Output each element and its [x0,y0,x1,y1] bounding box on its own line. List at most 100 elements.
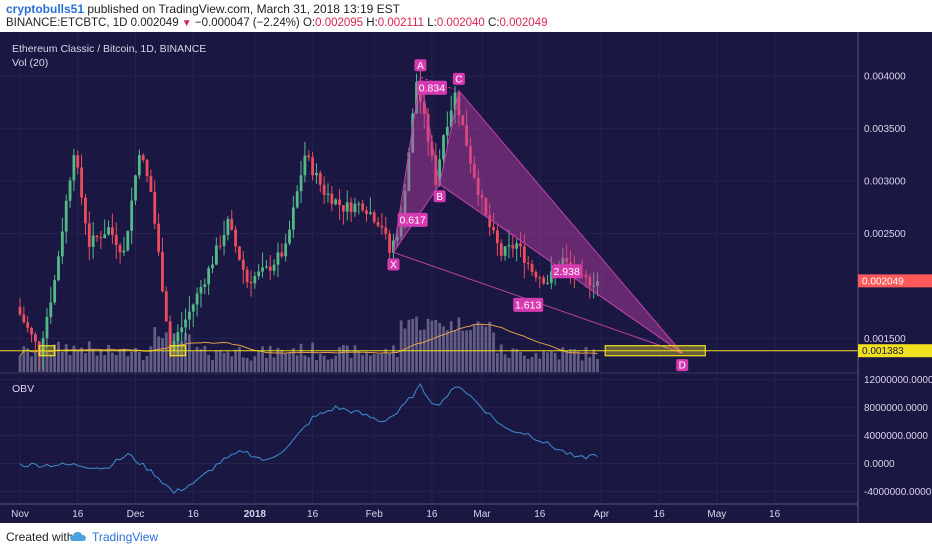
candle-body [411,113,415,153]
price-tick-label: 0.003500 [864,124,906,135]
candle-body [522,246,526,263]
volume-bar [149,346,153,372]
time-tick-label: Feb [366,509,384,520]
candle-body [322,184,326,195]
high-value: 0.002111 [377,17,425,29]
volume-bar [295,355,299,372]
volume-bar [49,354,53,372]
pattern-point-marker [452,72,465,85]
candle-body [488,215,492,227]
candle-body [257,271,261,277]
candles [18,71,599,371]
candle-body [57,256,60,281]
candle-body [515,243,519,249]
time-tick-label: 16 [426,509,438,520]
candle-body [372,212,376,223]
candle-body [469,146,472,164]
candle-body [326,193,330,195]
candle-body [484,197,488,216]
volume-bar [426,318,430,372]
volume-bar [22,346,26,372]
grid [0,32,858,504]
candle-body [137,155,141,176]
volume-bar [141,360,145,372]
volume-bar [122,348,126,372]
volume-bar [472,325,476,372]
support-price-tag-label: 0.001383 [862,346,904,357]
volume-bar [203,345,207,372]
volume-bar [546,352,549,372]
candle-body [465,125,468,147]
candle-body [330,193,334,205]
volume-bar [307,357,311,372]
candle-body [361,203,365,211]
volume-bar [268,345,272,372]
candle-body [72,155,76,181]
price-tick-label: 0.004000 [864,72,906,83]
volume-bar [361,354,365,372]
candle-body [157,223,160,252]
author-link[interactable]: cryptobulls51 [6,2,85,16]
candle-body [399,217,403,237]
volume-bar [114,354,118,372]
tradingview-link[interactable]: TradingView [92,530,159,544]
volume-bar [353,345,357,372]
volume-bar [134,347,137,372]
volume-bar [557,359,561,372]
time-tick-label: 2018 [244,509,267,520]
candle-body [507,245,511,247]
footer: Created with TradingView [0,523,932,550]
volume-bar [211,360,214,372]
candle-body [542,277,545,284]
volume-bar [434,319,438,372]
volume-bar [280,349,284,372]
candle-body [342,205,345,212]
price-axis[interactable]: 0.004000 0.003500 0.003000 0.002500 0.001500 [864,72,906,345]
candle-body [126,230,130,251]
price-tick-label: 0.002500 [864,229,906,240]
candle-body [141,155,145,160]
tradingview-cloud-icon[interactable] [68,529,88,543]
volume-bar [226,351,230,372]
candle-body [203,284,207,288]
high-label: H: [366,17,378,29]
volume-bar [299,343,303,372]
last-price-tag [858,274,932,288]
volume-bar [503,354,507,372]
volume-bar [395,357,399,372]
candle-body [122,250,126,253]
candle-body [114,234,118,246]
candle-body [22,314,26,323]
obv-label: OBV [12,383,34,395]
volume-bar [365,352,368,372]
volume-bar [449,321,453,372]
volume-bar [430,320,434,372]
candle-body [161,251,164,292]
candle-body [407,152,411,192]
candle-body [253,276,257,284]
candle-body [445,126,449,136]
candle-body [511,245,515,249]
candle-body [476,177,480,195]
obv-line [19,383,598,494]
price-chart[interactable]: X A B C D 0.834 0.617 2.938 1.613 0.004000 0.0035… [0,32,932,523]
last-price: 0.002049 [130,17,179,29]
volume-bar [118,349,122,372]
time-tick-label: May [707,509,726,520]
volume-bar [53,344,57,372]
volume-bar [261,346,264,372]
volume-bar [442,326,445,372]
candle-body [338,199,341,206]
change-value: −0.000047 (−2.24%) [194,17,300,29]
candle-body [534,272,538,278]
time-axis[interactable]: Nov 16 Dec 16 2018 16 Feb 16 Mar 16 Apr 16 May 16 [11,509,780,520]
harmonic-pattern[interactable]: X A B C D 0.834 0.617 2.938 1.613 [387,59,689,372]
candle-body [357,203,361,205]
candle-body [472,163,476,178]
obv-axis[interactable]: 12000000.0000 8000000.0000 4000000.0000 0.0… [864,375,932,498]
candle-body [588,277,592,286]
candle-body [395,236,399,241]
candle-body [234,229,237,247]
candle-body [130,200,134,231]
volume-bar [388,352,391,372]
